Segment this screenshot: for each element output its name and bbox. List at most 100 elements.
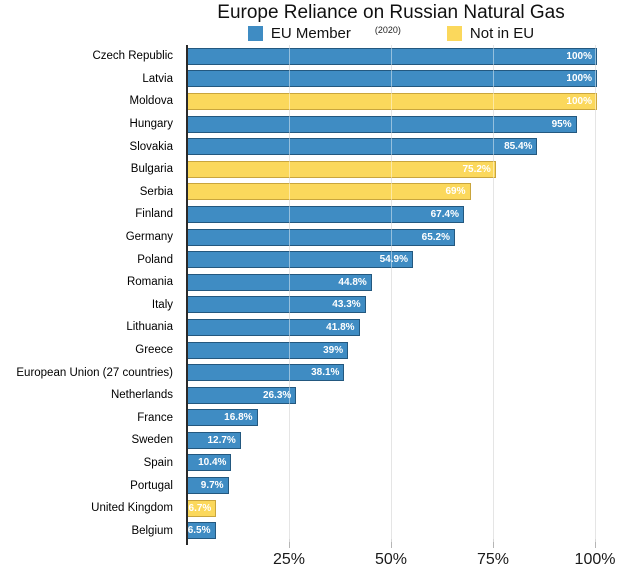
- chart-title: Europe Reliance on Russian Natural Gas: [217, 2, 565, 23]
- bar-row: Spain 10.4%: [144, 452, 603, 475]
- value-label: 9.7%: [200, 480, 224, 492]
- y-axis-line: [186, 45, 188, 545]
- bar-non_eu: 69%: [187, 183, 471, 201]
- x-tick-label: 100%: [574, 551, 616, 568]
- bar-row: Hungary 95%: [130, 113, 603, 136]
- bar-row: Belgium 6.5%: [131, 519, 603, 542]
- gridline: [391, 45, 392, 542]
- legend: EU Member (2020) Not in EU: [187, 25, 595, 42]
- bar-row: Greece 39%: [135, 339, 603, 362]
- country-label: Lithuania: [126, 321, 173, 334]
- legend-swatch-eu-member: [247, 26, 263, 41]
- bar-row: Lithuania 41.8%: [126, 316, 603, 339]
- bar-non_eu: 6.7%: [187, 499, 217, 517]
- country-label: Serbia: [139, 185, 173, 198]
- legend-swatch-not-in-eu: [446, 26, 462, 41]
- country-label: Sweden: [131, 434, 173, 447]
- country-label: Romania: [126, 276, 173, 289]
- value-label: 41.8%: [326, 321, 355, 333]
- x-axis-tick: [595, 539, 596, 548]
- legend-label-eu-member: EU Member: [270, 25, 351, 42]
- bar-row: Bulgaria 75.2%: [131, 158, 603, 181]
- country-label: Poland: [137, 253, 173, 266]
- bar-eu: 41.8%: [187, 318, 360, 336]
- bar-row: Poland 54.9%: [137, 248, 603, 271]
- bar-row: Netherlands 26.3%: [111, 384, 603, 407]
- country-label: France: [137, 411, 173, 424]
- bar-row: United Kingdom 6.7%: [91, 497, 603, 520]
- plot-area: Czech Republic 100% Latvia 100% Moldova 100% H…: [0, 45, 623, 568]
- value-label: 44.8%: [338, 276, 367, 288]
- bar-row: Slovakia 85.4%: [130, 135, 603, 158]
- country-label: European Union (27 countries): [16, 366, 173, 379]
- bar-row: Finland 67.4%: [135, 203, 603, 226]
- country-label: Germany: [125, 231, 173, 244]
- bar-eu: 10.4%: [187, 454, 232, 472]
- bar-row: European Union (27 countries) 38.1%: [16, 361, 603, 384]
- bar-eu: 95%: [187, 115, 577, 133]
- bar-row: Serbia 69%: [140, 181, 603, 204]
- country-label: Belgium: [131, 524, 173, 537]
- x-tick-label: 25%: [272, 551, 306, 568]
- bar-rows: Czech Republic 100% Latvia 100% Moldova 100% H…: [16, 45, 603, 542]
- x-axis-tick: [493, 539, 494, 548]
- bar-eu: 6.5%: [187, 522, 216, 540]
- value-label: 12.7%: [207, 434, 236, 446]
- chart-subtitle-year: (2020): [374, 24, 401, 35]
- country-label: Spain: [143, 456, 173, 469]
- x-axis-tick: [391, 539, 392, 548]
- value-label: 95%: [551, 118, 572, 130]
- country-label: Netherlands: [110, 389, 173, 402]
- gridline: [493, 45, 494, 542]
- value-label: 6.7%: [188, 502, 212, 514]
- bar-eu: 44.8%: [187, 273, 372, 291]
- bar-row: Latvia 100%: [142, 68, 603, 91]
- country-label: United Kingdom: [91, 502, 173, 515]
- value-label: 69%: [445, 186, 466, 198]
- bar-non_eu: 75.2%: [187, 160, 496, 178]
- country-label: Portugal: [130, 479, 173, 492]
- bar-eu: 26.3%: [187, 386, 297, 404]
- gridline: [595, 45, 596, 542]
- bar-eu: 39%: [187, 341, 349, 359]
- value-label: 100%: [566, 95, 592, 107]
- bar-eu: 100%: [187, 70, 597, 88]
- x-tick-label: 75%: [476, 551, 510, 568]
- value-label: 100%: [566, 50, 592, 62]
- value-label: 16.8%: [224, 412, 253, 424]
- bar-row: Czech Republic 100%: [92, 45, 603, 68]
- x-axis-tick: [289, 539, 290, 548]
- country-label: Slovakia: [129, 140, 173, 153]
- bar-eu: 65.2%: [187, 228, 456, 246]
- value-label: 10.4%: [198, 457, 227, 469]
- bar-eu: 67.4%: [187, 205, 464, 223]
- value-label: 67.4%: [430, 208, 459, 220]
- bar-eu: 12.7%: [187, 431, 241, 449]
- country-label: Latvia: [142, 72, 173, 85]
- bar-eu: 9.7%: [187, 477, 229, 495]
- bar-row: Romania 44.8%: [127, 271, 603, 294]
- value-label: 38.1%: [311, 367, 340, 379]
- country-label: Czech Republic: [92, 50, 173, 63]
- bar-non_eu: 100%: [187, 92, 597, 110]
- bar-eu: 85.4%: [187, 138, 538, 156]
- gridline: [289, 45, 290, 542]
- bar-eu: 54.9%: [187, 251, 413, 269]
- bar-eu: 16.8%: [187, 409, 258, 427]
- country-label: Finland: [135, 208, 173, 221]
- value-label: 43.3%: [332, 299, 361, 311]
- value-label: 39%: [323, 344, 344, 356]
- value-label: 26.3%: [262, 389, 292, 401]
- legend-label-not-in-eu: Not in EU: [469, 25, 535, 42]
- bar-row: Moldova 100%: [130, 90, 603, 113]
- value-label: 100%: [566, 73, 592, 85]
- country-label: Italy: [151, 298, 173, 311]
- bar-eu: 100%: [187, 47, 597, 65]
- bar-eu: 43.3%: [187, 296, 366, 314]
- x-tick-label: 50%: [374, 551, 408, 568]
- bar-row: Sweden 12.7%: [131, 429, 603, 452]
- country-label: Bulgaria: [130, 163, 173, 176]
- bar-row: Germany 65.2%: [126, 226, 603, 249]
- country-label: Moldova: [129, 95, 173, 108]
